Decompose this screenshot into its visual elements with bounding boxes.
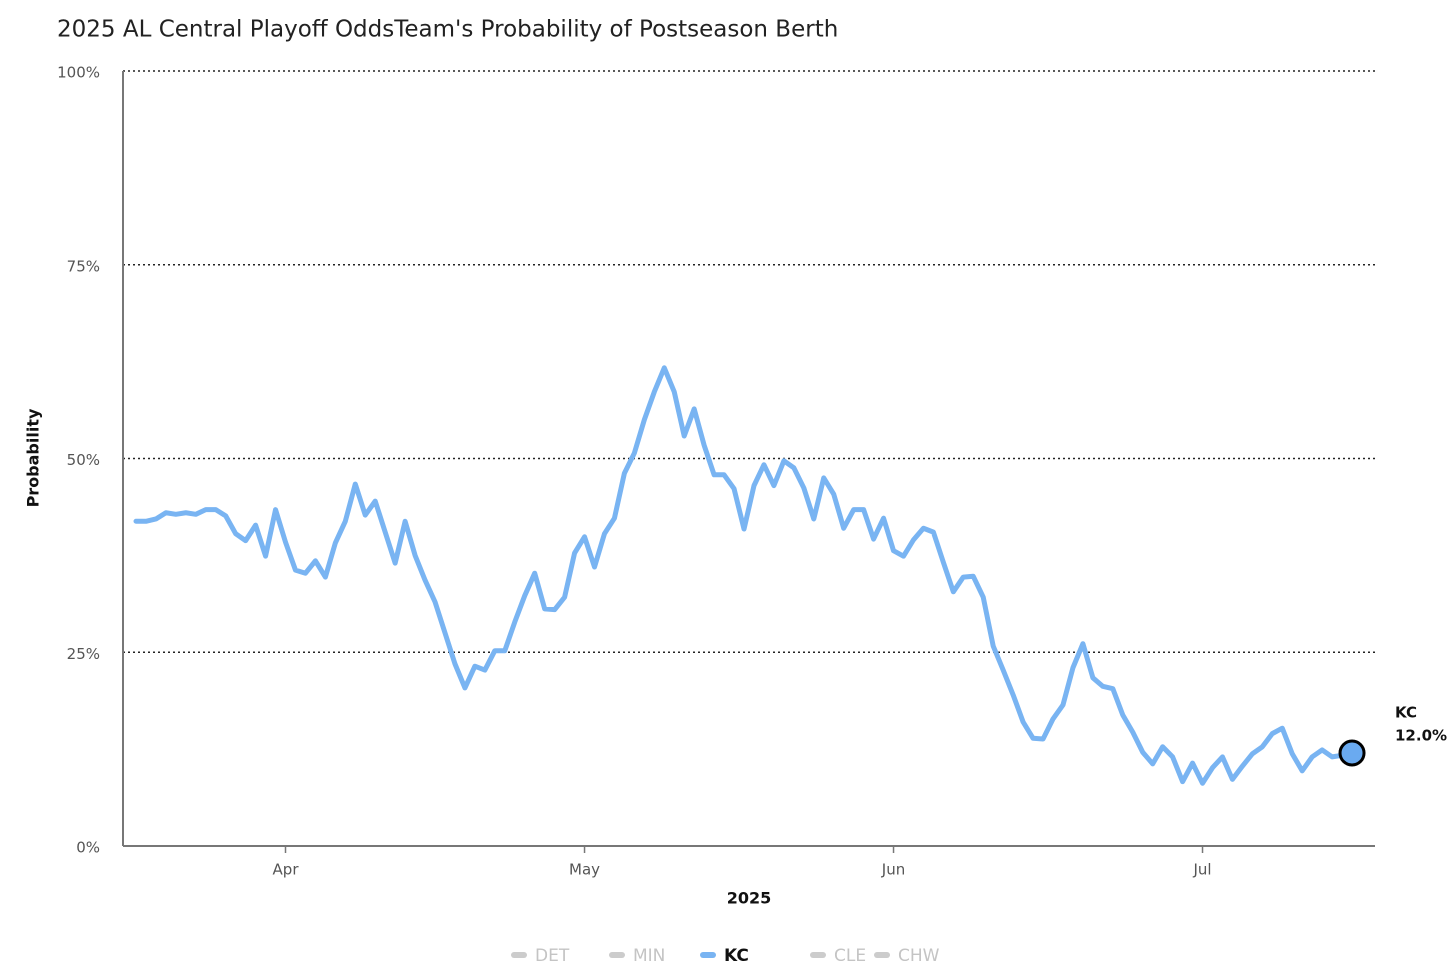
series-line	[133, 365, 1355, 786]
x-tick-label: May	[569, 861, 600, 879]
legend-label: MIN	[633, 946, 665, 966]
x-tick-label: Apr	[273, 861, 300, 879]
y-axis-label: Probability	[24, 408, 43, 507]
legend-swatch	[700, 952, 716, 958]
y-tick-label: 25%	[67, 645, 100, 663]
chart-title: 2025 AL Central Playoff OddsTeam's Proba…	[57, 17, 838, 43]
end-label-value: 12.0%	[1395, 727, 1447, 745]
legend-swatch	[609, 952, 625, 958]
x-axis-label: 2025	[727, 889, 772, 908]
legend-swatch	[874, 952, 890, 958]
legend-label: CHW	[898, 946, 940, 966]
y-tick-label: 75%	[67, 257, 100, 275]
legend-swatch	[810, 952, 826, 958]
x-tick-label: Jul	[1192, 861, 1211, 879]
y-tick-label: 50%	[67, 451, 100, 469]
legend-label: KC	[724, 946, 749, 966]
y-tick-label: 100%	[57, 64, 100, 82]
legend-label: CLE	[834, 946, 866, 966]
legend-label: DET	[535, 946, 570, 966]
end-label-name: KC	[1395, 704, 1417, 722]
y-tick-label: 0%	[76, 839, 100, 857]
legend-swatch	[511, 952, 527, 958]
end-point	[1338, 739, 1366, 767]
x-tick-label: Jun	[881, 861, 905, 879]
